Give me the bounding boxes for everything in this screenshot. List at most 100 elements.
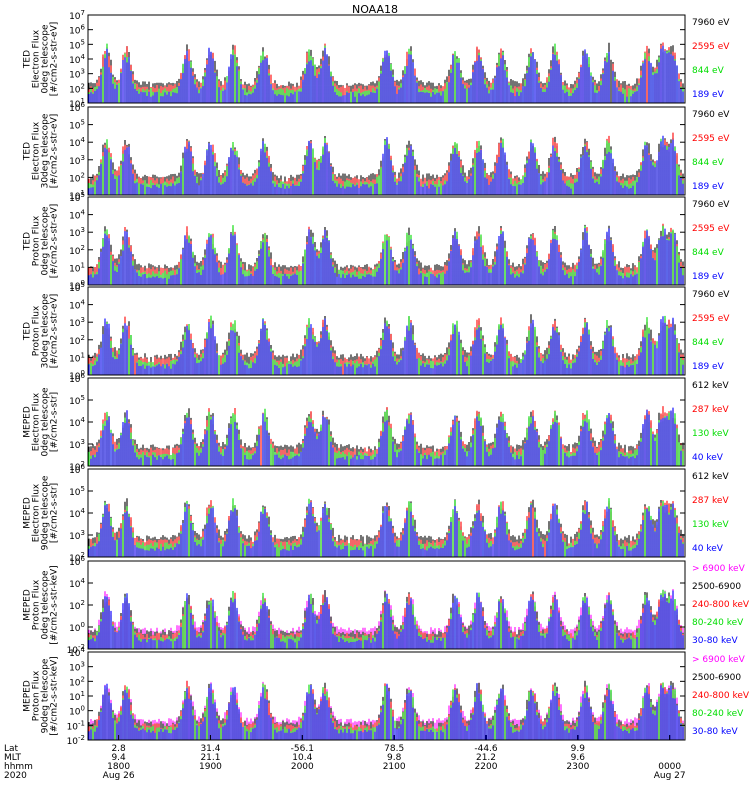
y-axis-label-line: 90deg telescope: [41, 658, 51, 733]
y-tick-exponent: -2: [78, 643, 85, 651]
legend-item: 7960 eV: [692, 110, 730, 120]
y-axis-label-line: [#/cm2-s-str]: [50, 483, 60, 543]
y-tick-exponent: 6: [81, 555, 86, 563]
legend-item: 189 eV: [692, 362, 725, 372]
y-tick-exponent: 4: [81, 646, 86, 654]
y-tick-exponent: 0: [81, 279, 85, 287]
y-tick-label: 102: [69, 244, 85, 257]
y-axis-label: MEPEDProton Flux90deg telescope[#/cm2-s-…: [23, 656, 60, 735]
y-axis-label-line: 0deg telescope: [41, 570, 51, 640]
legend-item: 844 eV: [692, 338, 725, 348]
y-axis-label-line: MEPED: [23, 589, 33, 621]
chart-title: NOAA18: [352, 3, 398, 16]
y-tick-exponent: 2: [81, 675, 85, 683]
legend-item: 2595 eV: [692, 224, 730, 234]
legend-item: 2500-6900: [692, 673, 741, 683]
legend-item: 844 eV: [692, 158, 725, 168]
series-2-2: [88, 132, 684, 195]
x-row-label: 2020: [4, 771, 27, 781]
y-tick-exponent: 3: [81, 226, 85, 234]
series-6-3: [88, 498, 684, 557]
x-tick-label: 21.2: [476, 753, 496, 763]
legend-item: > 6900 keV: [692, 655, 746, 665]
y-axis-label-line: Electron Flux: [32, 29, 42, 88]
series-4-3: [88, 315, 684, 375]
y-tick-label: 100: [69, 621, 85, 634]
series-6-1: [88, 498, 684, 557]
y-tick-exponent: 1: [81, 690, 85, 698]
legend-item: 612 keV: [692, 381, 729, 391]
y-tick-label: 104: [69, 416, 85, 429]
series-1-1: [88, 42, 684, 103]
y-tick-exponent: 1: [81, 189, 85, 197]
series-8-1: [88, 681, 684, 740]
x-tick-label: 10.4: [292, 753, 312, 763]
series-3-3: [88, 225, 684, 285]
y-tick-label: 103: [69, 154, 85, 167]
legend-item: 2595 eV: [692, 42, 730, 52]
legend-item: 2595 eV: [692, 314, 730, 324]
y-tick-exponent: 4: [81, 299, 86, 307]
y-tick-exponent: 2: [81, 334, 85, 342]
y-tick-label: 106: [69, 24, 85, 37]
y-tick-label: 105: [69, 394, 85, 407]
y-axis-label-line: Electron Flux: [32, 121, 42, 180]
legend-item: 612 keV: [692, 472, 729, 482]
series-8-3: [88, 680, 684, 740]
y-axis-label-line: [#/cm2-s-str-keV]: [50, 565, 60, 644]
x-tick-label: 9.8: [387, 753, 402, 763]
y-tick-label: 103: [69, 316, 85, 329]
x-tick-label: 9.6: [571, 753, 586, 763]
y-tick-label: 104: [69, 507, 85, 520]
series-7-3: [88, 592, 684, 649]
y-tick-label: 102: [69, 82, 85, 95]
y-tick-exponent: 3: [81, 438, 85, 446]
y-axis-label-line: 0deg telescope: [41, 24, 51, 94]
y-axis-label-line: [#/cm2-s-str-eV]: [50, 294, 60, 369]
series-group: [88, 223, 684, 285]
y-axis-label-line: TED: [23, 50, 33, 69]
y-tick-exponent: 0: [81, 369, 85, 377]
y-axis-label-line: Electron Flux: [32, 483, 42, 542]
y-tick-label: 104: [69, 299, 85, 312]
y-tick-label: 105: [69, 485, 85, 498]
x-tick-label: Aug 27: [654, 771, 686, 781]
legend-item: 80-240 keV: [692, 618, 744, 628]
legend-item: 30-80 keV: [692, 727, 738, 737]
y-axis-label-line: 30deg telescope: [41, 113, 51, 188]
series-group: [88, 406, 684, 466]
y-axis-label-line: MEPED: [23, 406, 33, 438]
series-7-1: [88, 589, 684, 649]
x-tick-label: Aug 26: [103, 771, 135, 781]
y-tick-exponent: 4: [81, 416, 86, 424]
y-tick-exponent: 4: [81, 53, 86, 61]
legend-item: 189 eV: [692, 182, 725, 192]
y-tick-exponent: 5: [81, 38, 85, 46]
series-7-4: [88, 589, 684, 649]
y-axis-label: TEDProton Flux0deg telescope[#/cm2-s-str…: [23, 204, 60, 279]
y-tick-exponent: 4: [81, 577, 86, 585]
y-tick-exponent: 6: [81, 463, 86, 471]
y-axis-label: TEDElectron Flux30deg telescope[#/cm2-s-…: [23, 113, 60, 188]
y-axis-label-line: [#/cm2-s-str-keV]: [50, 656, 60, 735]
x-tick-label: 31.4: [200, 744, 220, 754]
series-3-4: [88, 228, 684, 285]
series-4-1: [88, 314, 684, 375]
y-axis-label: MEPEDProton Flux0deg telescope[#/cm2-s-s…: [23, 565, 60, 644]
legend-item: 80-240 keV: [692, 709, 744, 719]
series-group: [88, 680, 684, 740]
y-tick-exponent: -2: [78, 734, 85, 742]
y-tick-label: 100: [69, 705, 85, 718]
y-tick-exponent: 3: [81, 529, 85, 537]
legend-item: 30-80 keV: [692, 636, 738, 646]
series-7-2: [88, 590, 684, 649]
legend-item: 287 keV: [692, 405, 729, 415]
x-tick-label: 21.1: [200, 753, 220, 763]
y-axis-label: MEPEDElectron Flux90deg telescope[#/cm2-…: [23, 475, 60, 550]
x-tick-label: -44.6: [474, 744, 498, 754]
y-tick-exponent: 5: [81, 119, 85, 127]
panel-frame: [87, 286, 686, 376]
